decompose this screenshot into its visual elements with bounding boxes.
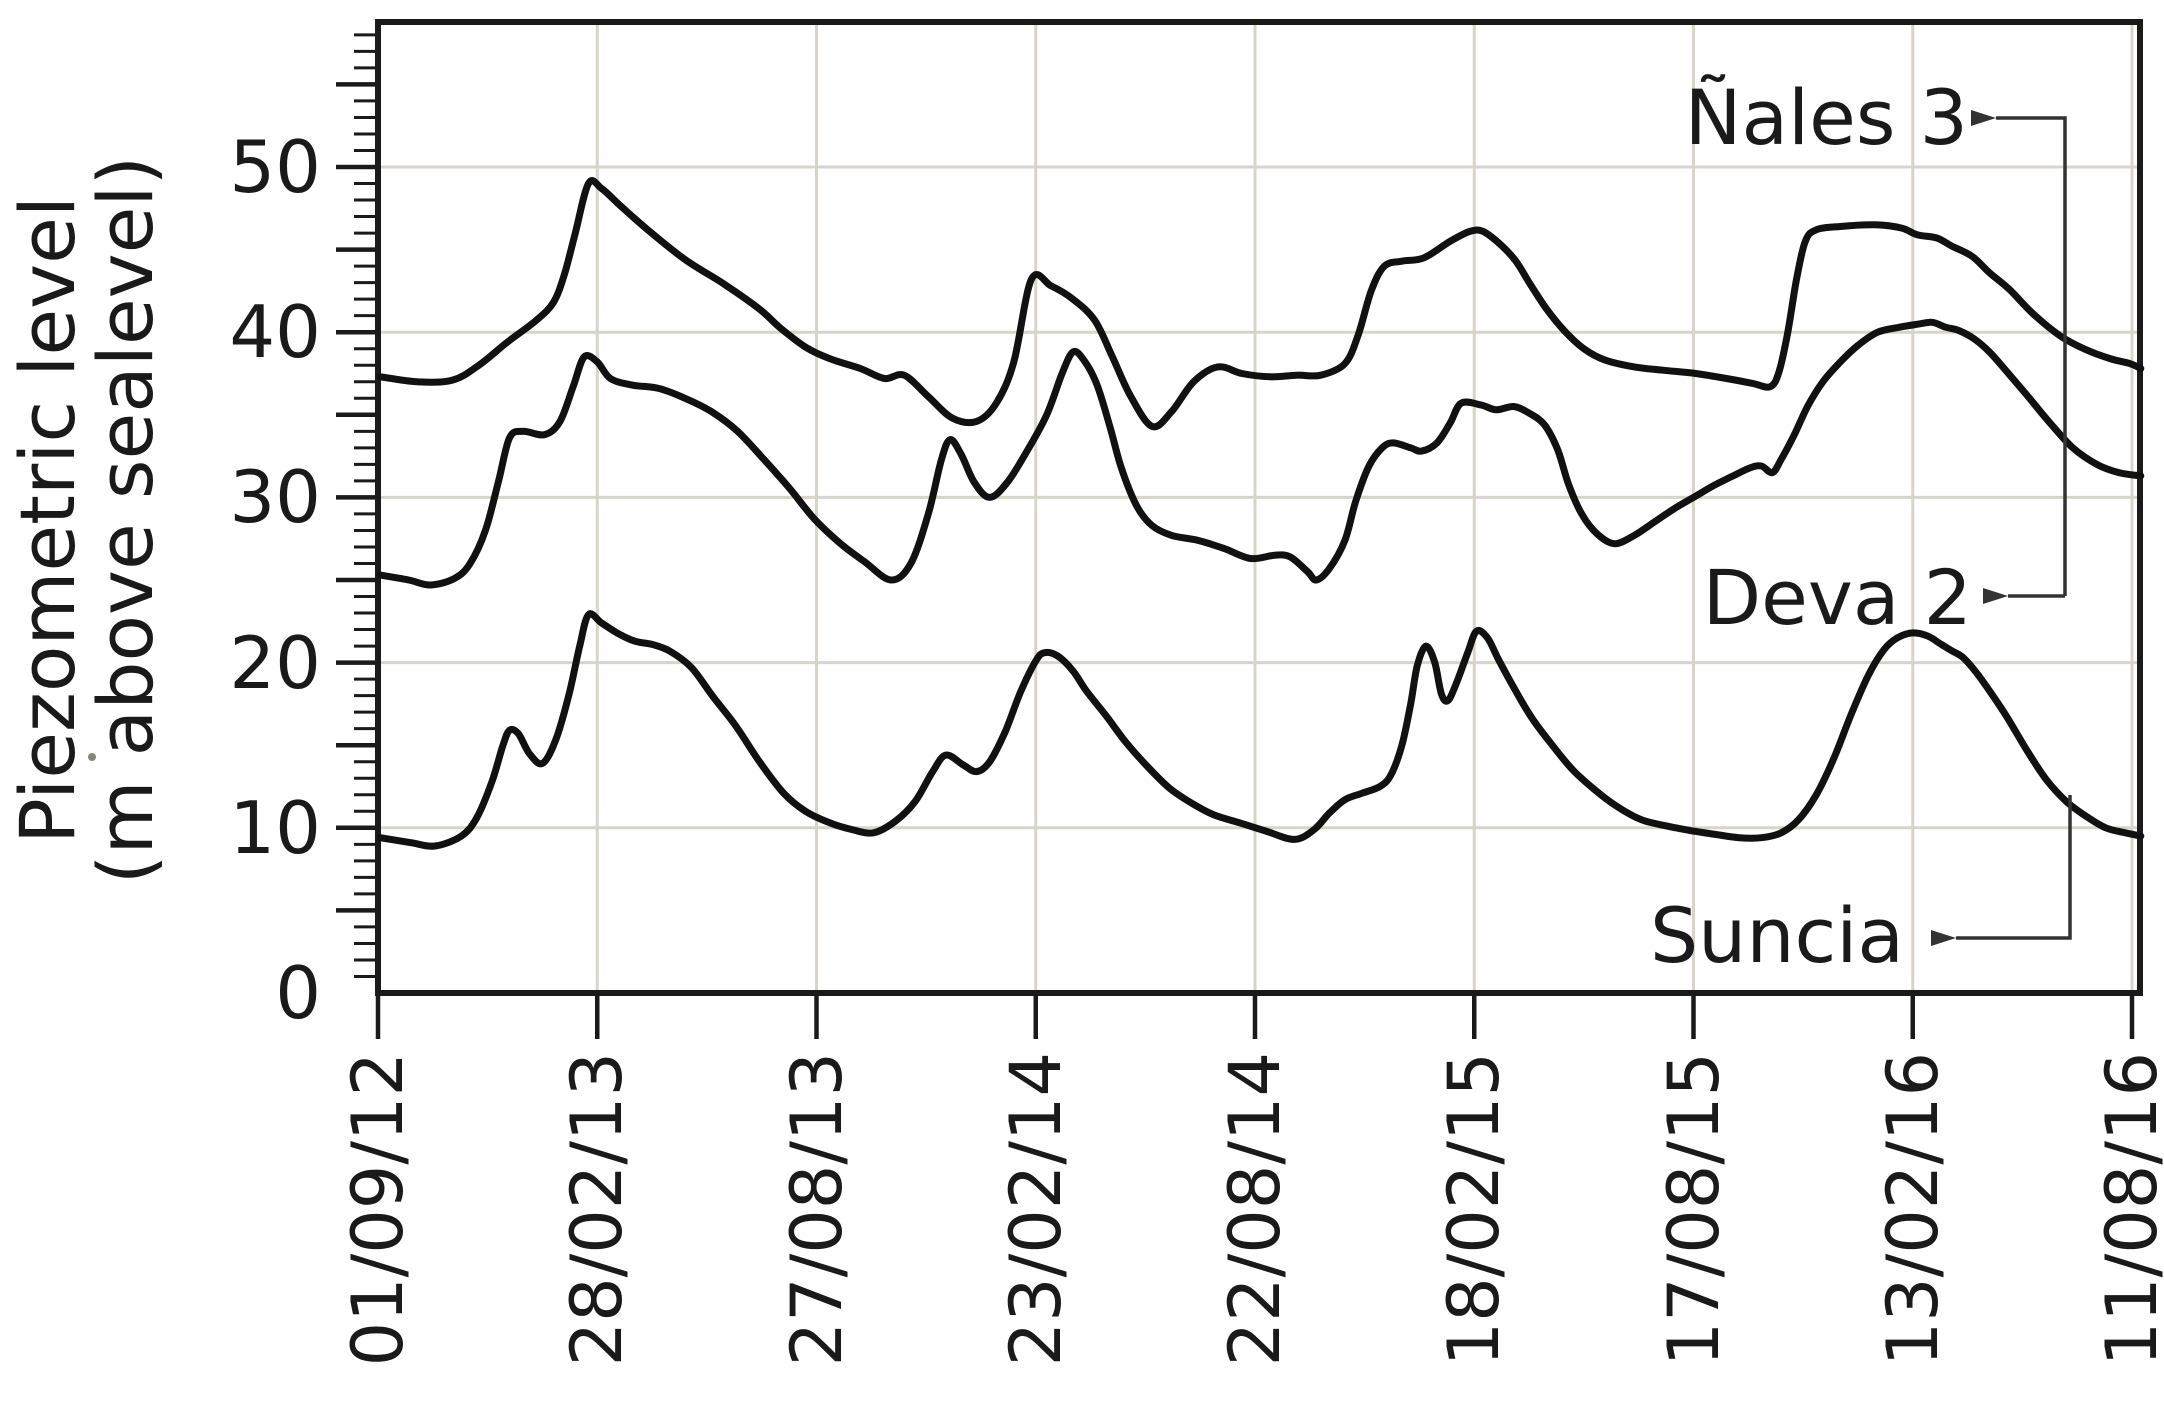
y-axis-title: Piezometric level (m above sealevel) (3, 60, 170, 980)
series-label-suncia: Suncia (1649, 891, 1904, 980)
y-tick-label-20: 20 (229, 620, 321, 705)
plot-border (375, 19, 2143, 996)
y-tick-label-30: 30 (229, 455, 321, 540)
y-tick-label-10: 10 (229, 785, 321, 870)
x-tick-label-5: 18/02/15 (1433, 1052, 1516, 1367)
series-label-deva-2: Deva 2 (1702, 553, 1972, 642)
nales-3-line (376, 177, 2145, 431)
x-tick-label-1: 28/02/13 (556, 1052, 639, 1367)
nales-3-arrow (1971, 110, 2067, 596)
series-label-nales-3: Ñales 3 (1684, 73, 1968, 162)
x-tick-label-3: 23/02/14 (994, 1052, 1077, 1367)
y-tick-label-50: 50 (229, 125, 321, 209)
x-tick-label-8: 11/08/16 (2091, 1052, 2164, 1367)
deva-2-line (376, 318, 2145, 589)
y-axis-title-line2: (m above sealevel) (81, 155, 170, 885)
axis-ticks (336, 33, 2135, 1039)
x-tick-label-4: 22/08/14 (1214, 1052, 1296, 1367)
gridlines (378, 22, 2140, 993)
x-tick-label-6: 17/08/15 (1652, 1052, 1735, 1367)
suncia-line (376, 610, 2145, 850)
x-tick-label-2: 27/08/13 (775, 1052, 858, 1367)
x-tick-label-0: 01/09/12 (337, 1052, 419, 1367)
callout-arrows (1931, 110, 2072, 946)
y-tick-label-40: 40 (229, 290, 321, 375)
y-axis-title-line1: Piezometric level (3, 195, 92, 845)
x-tick-label-7: 13/02/16 (1871, 1052, 1954, 1367)
suncia-arrow (1931, 795, 2072, 946)
image-speck (88, 753, 96, 761)
y-tick-label-0: 0 (275, 951, 321, 1035)
